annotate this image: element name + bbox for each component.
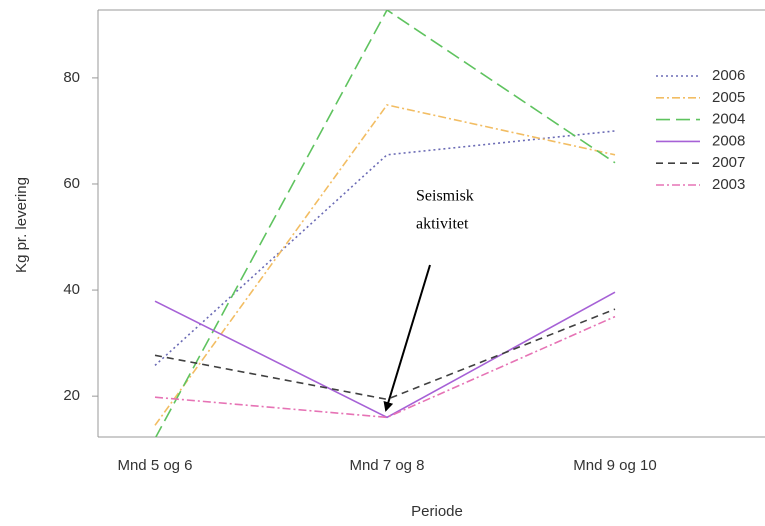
series-line <box>154 308 616 401</box>
legend-label: 2006 <box>712 67 745 84</box>
x-tick-label: Mnd 5 og 6 <box>117 457 192 474</box>
legend-label: 2005 <box>712 89 745 106</box>
legend-label: 2007 <box>712 154 745 171</box>
annotation: Seismisk <box>416 188 474 205</box>
y-tick-label: 60 <box>63 175 80 192</box>
legend-label: 2003 <box>712 176 745 193</box>
legend-label: 2008 <box>712 132 745 149</box>
y-tick-label: 80 <box>63 69 80 86</box>
x-tick-label: Mnd 9 og 10 <box>573 457 656 474</box>
annotation: aktivitet <box>416 216 469 233</box>
legend-label: 2004 <box>712 111 745 128</box>
series-line <box>154 104 616 426</box>
series-line <box>154 291 616 419</box>
annotation-arrow <box>383 264 431 412</box>
series-line <box>154 10 616 437</box>
y-tick-label: 40 <box>63 281 80 298</box>
x-axis-label: Periode <box>411 503 463 520</box>
y-axis-label: Kg pr. levering <box>13 177 30 273</box>
series-line <box>154 315 616 419</box>
y-tick-label: 20 <box>63 387 80 404</box>
x-tick-label: Mnd 7 og 8 <box>349 457 424 474</box>
